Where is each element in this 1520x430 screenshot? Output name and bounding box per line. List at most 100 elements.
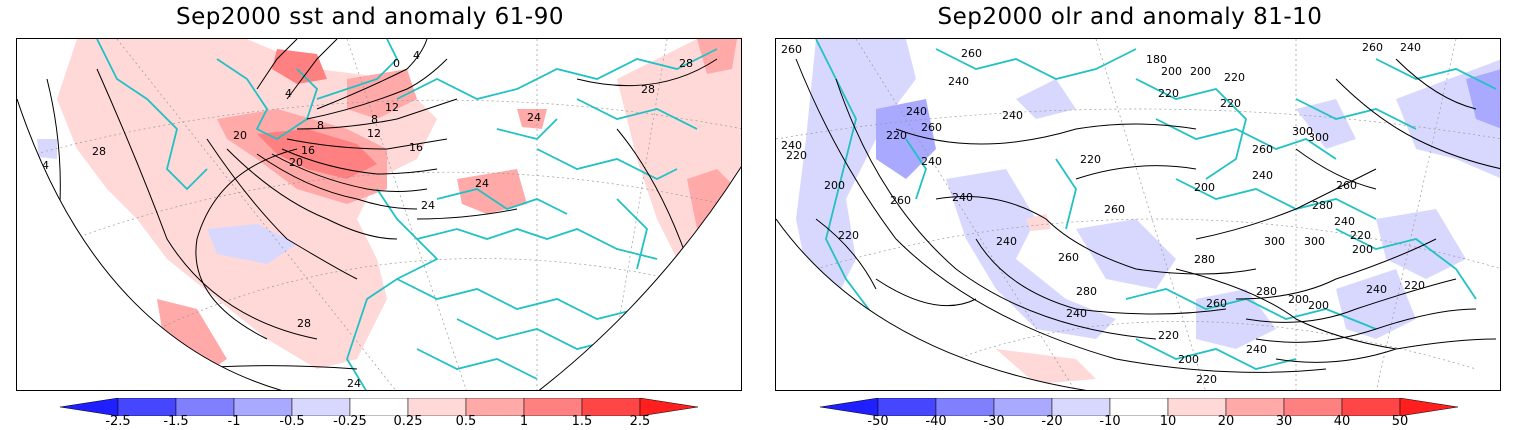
anomaly-warm-region: [617, 39, 741, 259]
anomaly-warm-region: [57, 39, 437, 369]
anomaly-warm-region: [347, 69, 417, 119]
colorbar-svg: [60, 398, 699, 416]
contour-label: 200: [1190, 65, 1211, 78]
contour-label: 240: [781, 139, 802, 152]
contour-label: 260: [961, 47, 982, 60]
contour-label: 260: [921, 121, 942, 134]
contour-label: 8: [371, 113, 378, 126]
anomaly-cool-region: [37, 139, 57, 159]
contour-label: 260: [1362, 41, 1383, 54]
panel-title: Sep2000 sst and anomaly 61-90: [176, 4, 564, 30]
anomaly-cool-region: [1376, 209, 1466, 279]
contour-label: 220: [1404, 279, 1425, 292]
colorbar-tick: -1.5: [163, 414, 189, 429]
olr-map: 260 240 220 260 240 220 240 260 200 220 …: [775, 38, 1501, 391]
contour-label: 4: [413, 49, 420, 62]
sst-map: 28 24 28 16 20 4 8 12 16 20 24 24 24 28 …: [16, 38, 742, 391]
anomaly-warm-region: [517, 109, 547, 129]
contour-label: 220: [1080, 153, 1101, 166]
contour-label: 200: [1161, 65, 1182, 78]
contour-label: 220: [1224, 71, 1245, 84]
anomaly-cool-region: [796, 39, 916, 299]
colorbar-tick: 50: [1391, 414, 1409, 429]
colorbar-tick: -0.25: [333, 414, 367, 429]
contour-label: 4: [285, 87, 292, 100]
colorbar-tick: 40: [1333, 414, 1351, 429]
contour-label: 24: [421, 199, 435, 212]
contour-label: 260: [1058, 251, 1079, 264]
colorbar-tick: 10: [1159, 414, 1177, 429]
anomaly-cool-region: [1016, 79, 1076, 119]
anomaly-cool-region: [946, 169, 1116, 339]
contour-label: 220: [1196, 373, 1217, 386]
contour-label: 12: [367, 127, 381, 140]
contour-label: 240: [1252, 169, 1273, 182]
contour-label: 240: [1066, 307, 1087, 320]
colorbar-swatch: [639, 398, 699, 416]
contour-label: 28: [679, 57, 693, 70]
contour-label: 260: [1336, 179, 1357, 192]
colorbar-tick: 2.5: [629, 414, 651, 429]
contour-label: 200: [1194, 181, 1215, 194]
contour-label: 16: [409, 141, 423, 154]
contour-label: 200: [1178, 353, 1199, 366]
contour-label: 200: [1288, 293, 1309, 306]
colorbar-tick: -0.5: [279, 414, 305, 429]
colorbar-tick: -1: [227, 414, 241, 429]
contour-label: 240: [1400, 41, 1421, 54]
contour-label: 20: [233, 129, 247, 142]
contour-label: 240: [996, 235, 1017, 248]
contour-label: 280: [1312, 199, 1333, 212]
contour-label: 220: [1350, 229, 1371, 242]
contour-label: 240: [1002, 109, 1023, 122]
contour-label: 300: [1304, 235, 1325, 248]
colorbar-svg: [820, 398, 1459, 416]
olr-panel: Sep2000 olr and anomaly 81-10: [760, 0, 1501, 430]
contour-label: 220: [1158, 329, 1179, 342]
contour-labels: 260 240 220 260 240 220 240 260 200 220 …: [781, 41, 1425, 386]
anomaly-warm-region: [457, 169, 527, 214]
contour-label: 300: [1264, 235, 1285, 248]
anomaly-warm-region: [996, 349, 1096, 384]
contour-label: 8: [317, 119, 324, 132]
contour-label: 220: [838, 229, 859, 242]
colorbar-tick: 1.5: [571, 414, 593, 429]
olr-colorbar: -50 -40 -30 -20 -10 10 20 30 40 50: [820, 398, 1460, 430]
anomaly-warm-region: [687, 169, 737, 239]
contour-label: 220: [786, 149, 807, 162]
contour-label: 280: [1194, 253, 1215, 266]
contour-label: 240: [906, 105, 927, 118]
colorbar-tick: -30: [983, 414, 1005, 429]
colorbar-tick: 1: [519, 414, 529, 429]
contour-label: 200: [1352, 243, 1373, 256]
colorbar-tick: 30: [1275, 414, 1293, 429]
contour-label: 280: [1076, 285, 1097, 298]
contour-label: 0: [393, 57, 400, 70]
contour-label: 28: [297, 317, 311, 330]
anomaly-warm-region: [272, 49, 327, 84]
contour-label: 20: [289, 156, 303, 169]
contour-label: 280: [1256, 285, 1277, 298]
contour-label: 300: [1292, 125, 1313, 138]
contour-label: 12: [385, 101, 399, 114]
contour-label: 200: [1308, 299, 1329, 312]
contour-label: 16: [301, 144, 315, 157]
contour-label: 240: [1334, 215, 1355, 228]
contour-label: 220: [886, 129, 907, 142]
contour-label: 24: [475, 177, 489, 190]
colorbar-swatch: [1399, 398, 1459, 416]
contour-label: 240: [1246, 343, 1267, 356]
anomaly-cool-region: [207, 224, 297, 264]
anomaly-cool-region: [1076, 219, 1176, 289]
contour-label: 220: [1220, 97, 1241, 110]
olr-map-svg: 260 240 220 260 240 220 240 260 200 220 …: [776, 39, 1500, 390]
contour-label: 260: [1206, 297, 1227, 310]
contour-label: 300: [1308, 131, 1329, 144]
contour-labels: 28 24 28 16 20 4 8 12 16 20 24 24 24 28 …: [35, 49, 693, 390]
anomaly-cool-region: [1296, 99, 1356, 149]
colorbar-tick: 20: [1217, 414, 1235, 429]
colorbar-tick: -10: [1099, 414, 1121, 429]
anomaly-warm-region: [257, 129, 377, 179]
contour-label: 260: [781, 43, 802, 56]
contour-label: 180: [1146, 53, 1167, 66]
